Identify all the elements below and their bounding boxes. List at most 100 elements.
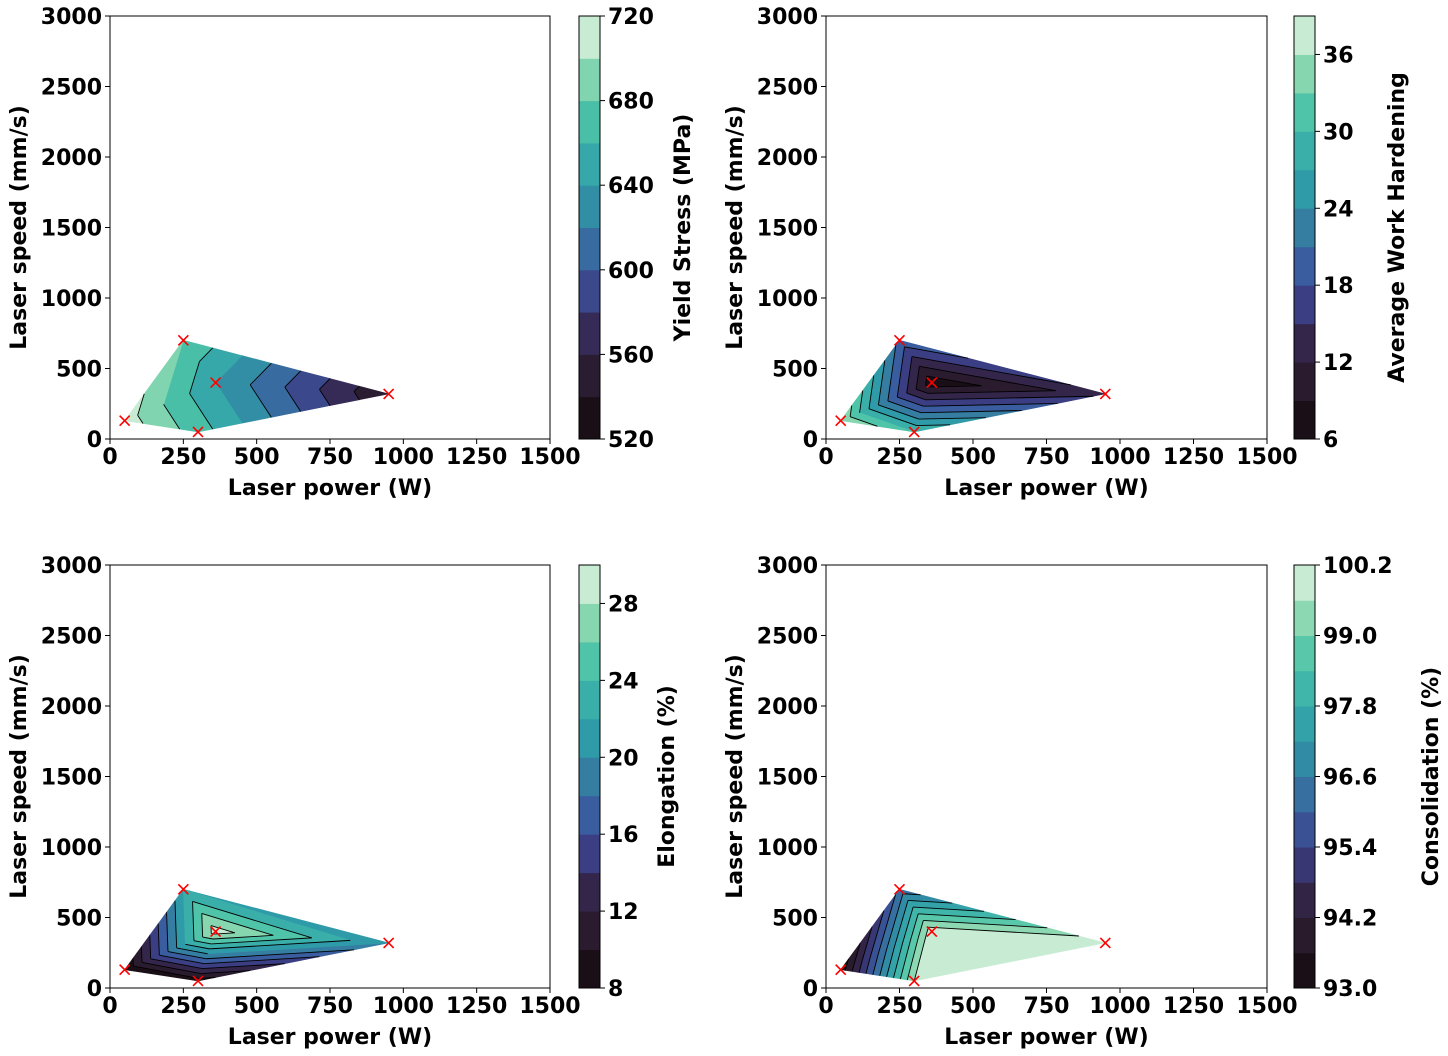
contour-line [133,965,199,979]
contour-line [915,366,920,390]
contour-line [353,385,360,392]
contour-line [915,388,929,394]
x-tick-label: 1000 [1089,994,1150,1019]
colorbar-band [1294,741,1315,777]
contour-line [192,900,312,939]
contour-line [897,396,924,407]
y-tick-label: 500 [56,907,102,932]
colorbar: 6 12 18 24 30 36 Average Work Hardening [1293,15,1410,453]
y-tick-label: 0 [803,977,818,1002]
sample-markers [835,334,1111,438]
contour-line [284,386,302,412]
subplot-1: 0 250 500 750 1000 1250 1500 Laser power (W) 0 50… [7,5,696,501]
colorbar-tick-label: 20 [608,746,639,771]
contour-line [163,404,181,430]
sample-marker [192,426,204,438]
contour-line [886,947,895,977]
sample-marker [835,415,847,427]
contour-line [193,940,212,945]
contour-line [896,346,905,398]
colorbar-band [579,185,600,228]
x-tick-label: 0 [818,445,833,470]
contour-line [204,956,320,965]
x-axis: 0 250 500 750 1000 1250 1500 Laser power (W) [818,988,1298,1050]
colorbar-band [1294,565,1315,601]
x-axis-label: Laser power (W) [944,1025,1148,1050]
x-axis: 0 250 500 750 1000 1250 1500 Laser power (W) [818,439,1298,501]
y-axis-label: Laser speed (mm/s) [723,654,748,899]
x-axis: 0 250 500 750 1000 1250 1500 Laser power (W) [102,439,581,501]
y-tick-label: 0 [87,428,102,453]
colorbar-tick-label: 12 [608,900,639,925]
contour-line [923,402,1058,407]
colorbar-band [1294,131,1315,171]
colorbar-band [1294,811,1315,848]
contour-line [918,417,986,420]
x-tick-label: 500 [950,994,996,1019]
contour-line [919,365,1056,392]
colorbar-band [1294,16,1315,55]
colorbar-band [579,795,600,835]
y-tick-label: 500 [772,358,818,383]
contour-line [319,389,331,406]
colorbar-tick-label: 94.2 [1323,907,1377,932]
contour-line [918,920,924,938]
contour-line [909,913,919,941]
contour-line [167,951,207,960]
sample-markers [119,883,395,987]
colorbar-tick-label: 640 [608,174,654,199]
contour-line [202,963,285,970]
contour-line [203,415,214,430]
contour-line [930,385,982,388]
x-tick-label: 500 [234,994,280,1019]
colorbar-band [1294,92,1315,132]
colorbar-band [579,354,600,398]
contour-line [858,960,863,973]
colorbar-band [1294,882,1315,918]
contour-line [844,967,847,971]
colorbar: 93.0 94.2 95.4 96.6 97.8 99.0 100.2 Consolidati… [1293,554,1444,1002]
x-tick-label: 750 [307,445,353,470]
x-tick-label: 500 [234,445,280,470]
colorbar-tick-label: 560 [608,343,654,368]
contour-line [925,376,928,386]
contour-line [927,390,1056,394]
x-tick-label: 750 [1024,994,1070,1019]
contour-lines [849,345,1094,427]
contour-line [157,923,160,956]
y-tick-label: 2500 [41,76,102,101]
colorbar-band [1294,776,1315,813]
contour-line [928,926,1079,937]
contour-line [872,953,879,975]
colorbar-band [579,396,600,440]
x-tick-label: 1500 [519,994,580,1019]
contour-line [211,937,312,945]
colorbar-band [1294,246,1315,286]
y-tick-label: 1000 [41,836,102,861]
colorbar-band [1294,847,1315,883]
colorbar-band [1294,600,1315,636]
y-tick-label: 1000 [757,836,818,861]
colorbar-band [579,603,600,643]
y-tick-label: 0 [87,977,102,1002]
contour-line [849,405,853,417]
contour-line [209,939,351,950]
colorbar-label: Consolidation (%) [1419,667,1444,886]
x-axis-label: Laser power (W) [228,1025,432,1050]
contour-line [249,384,272,418]
colorbar-band [579,142,600,186]
contour-line [853,942,861,965]
y-tick-label: 2500 [41,625,102,650]
colorbar-band [1294,362,1315,402]
contour-line [174,900,178,948]
contour-lines [844,893,1079,982]
x-tick-label: 1500 [1236,994,1297,1019]
colorbar-tick-label: 96.6 [1323,766,1377,791]
contour-line [878,404,919,420]
x-tick-label: 1500 [1236,445,1297,470]
contour-line [887,400,922,414]
colorbar-band [579,100,600,144]
contour-line [868,375,875,409]
y-tick-label: 3000 [41,5,102,30]
